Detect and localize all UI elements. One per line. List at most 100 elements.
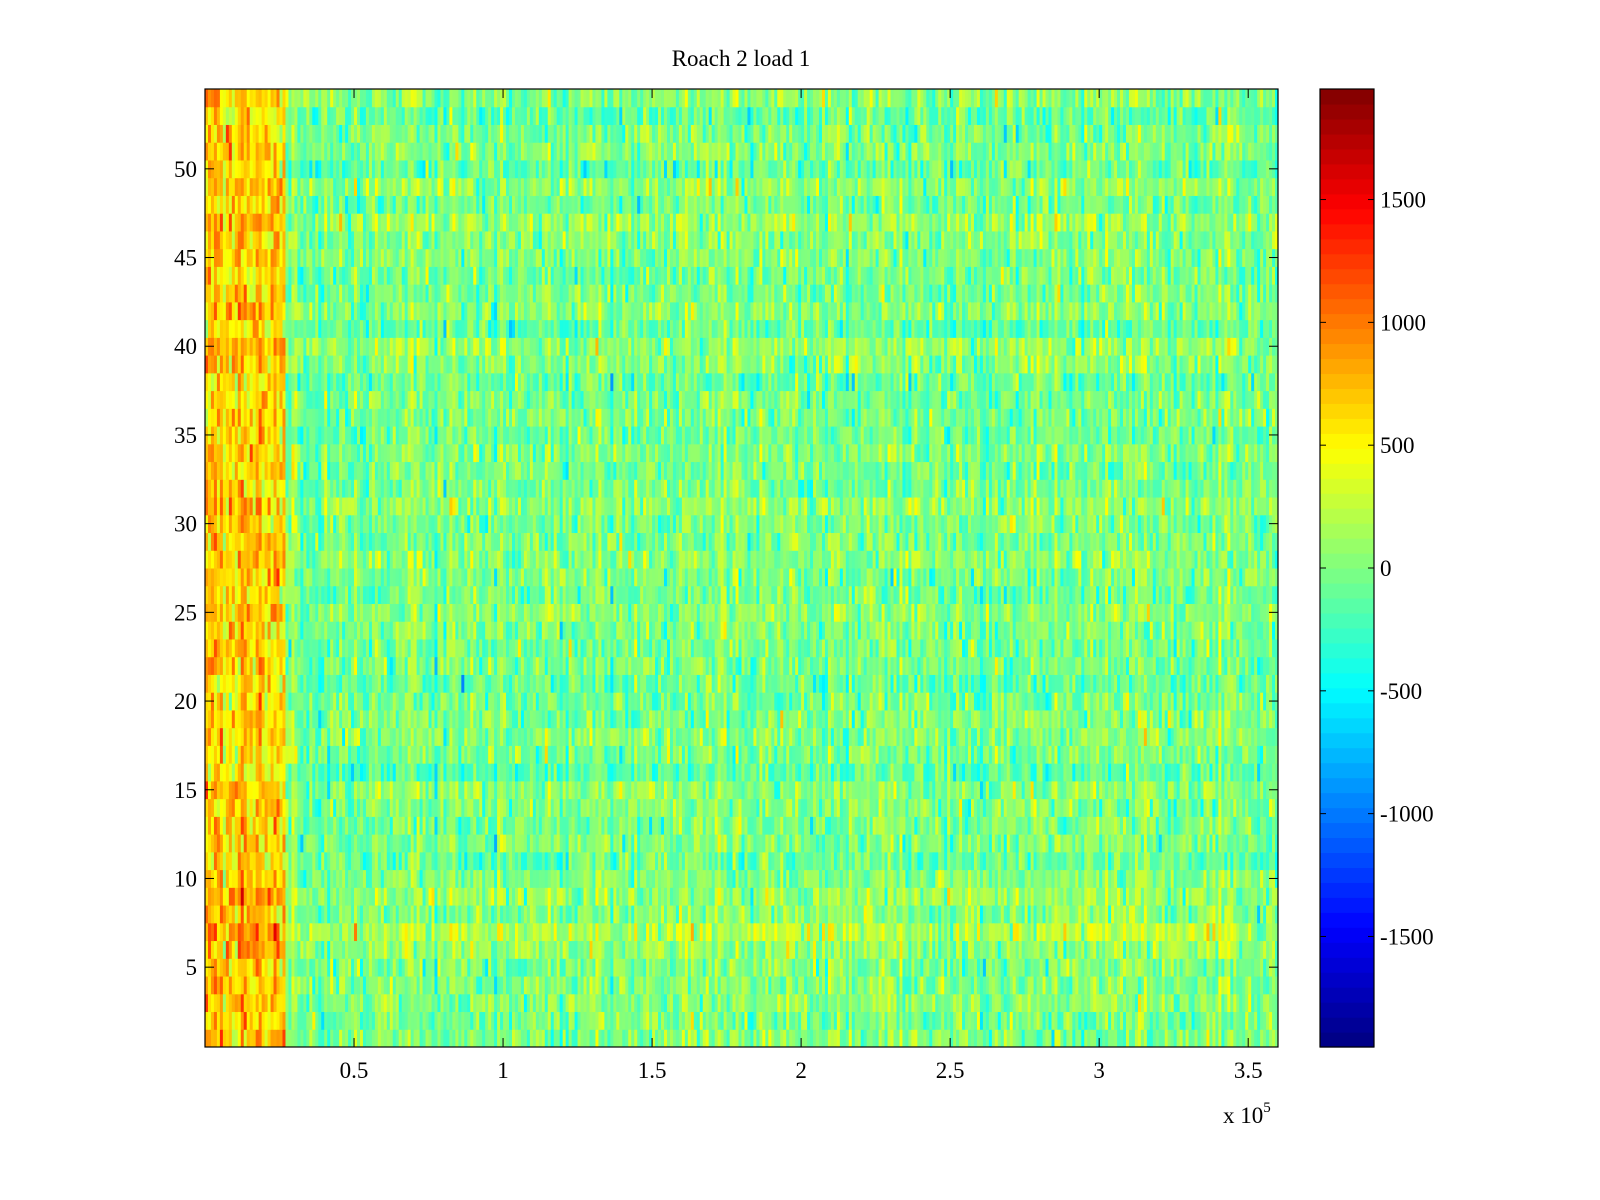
heatmap-cell [1158, 940, 1163, 959]
heatmap-cell [327, 816, 331, 835]
heatmap-cell [336, 1029, 340, 1048]
heatmap-cell [1239, 1011, 1243, 1030]
heatmap-cell [1120, 922, 1124, 942]
heatmap-cell [887, 798, 892, 817]
heatmap-cell [708, 798, 713, 817]
heatmap-cell [1006, 834, 1011, 853]
heatmap-cell [568, 905, 573, 924]
heatmap-cell [911, 887, 915, 906]
heatmap-cell [976, 958, 981, 977]
heatmap-cell [616, 887, 620, 906]
heatmap-cell [228, 976, 233, 995]
heatmap-cell [640, 869, 644, 888]
heatmap-cell [1230, 976, 1234, 995]
heatmap-cell [494, 905, 498, 924]
heatmap-cell [267, 834, 272, 853]
heatmap-cell [681, 851, 686, 871]
heatmap-cell [1224, 1029, 1228, 1048]
heatmap-cell [386, 1029, 391, 1048]
heatmap-cell [497, 851, 501, 871]
heatmap-cell [652, 851, 656, 871]
heatmap-cell [234, 976, 239, 995]
heatmap-cell [315, 1011, 319, 1030]
heatmap-cell [1131, 834, 1136, 853]
heatmap-cell [908, 834, 912, 853]
heatmap-cell [282, 922, 286, 942]
heatmap-cell [279, 834, 283, 853]
heatmap-cell [1078, 940, 1082, 959]
heatmap-cell [467, 958, 471, 977]
heatmap-cell [228, 993, 233, 1013]
heatmap-cell [979, 1011, 984, 1030]
heatmap-cell [246, 798, 251, 817]
heatmap-cell [458, 869, 462, 888]
heatmap-cell [690, 940, 695, 959]
heatmap-cell [1179, 1029, 1184, 1048]
heatmap-cell [813, 869, 817, 888]
heatmap-cell [273, 1029, 278, 1048]
heatmap-cell [664, 834, 668, 853]
heatmap-cell [371, 1029, 376, 1048]
heatmap-cell [512, 958, 516, 977]
heatmap-cell [213, 1011, 218, 1030]
heatmap-cell [1176, 887, 1181, 906]
heatmap-cell [207, 993, 212, 1013]
heatmap-cell [568, 976, 573, 995]
heatmap-cell [1167, 834, 1172, 853]
heatmap-cell [1114, 958, 1118, 977]
heatmap-cell [541, 816, 546, 835]
heatmap-cell [1272, 905, 1276, 924]
heatmap-cell [574, 940, 579, 959]
heatmap-cell [899, 834, 903, 853]
heatmap-cell [1024, 1029, 1029, 1048]
heatmap-cell [878, 798, 883, 817]
heatmap-cell [1215, 834, 1219, 853]
heatmap-cell [726, 887, 731, 906]
heatmap-cell [1200, 834, 1204, 853]
heatmap-cell [985, 1029, 990, 1048]
heatmap-cell [318, 1029, 322, 1048]
heatmap-cell [750, 798, 754, 817]
heatmap-cell [1146, 940, 1151, 959]
heatmap-cell [1242, 922, 1246, 942]
heatmap-cell [818, 993, 823, 1013]
heatmap-cell [610, 869, 614, 888]
heatmap-cell [348, 1011, 352, 1030]
heatmap-cell [255, 940, 260, 959]
heatmap-cell [1117, 993, 1121, 1013]
heatmap-cell [982, 1029, 987, 1048]
heatmap-cell [997, 869, 1002, 888]
heatmap-cell [1042, 851, 1047, 871]
heatmap-cell [723, 958, 728, 977]
heatmap-cell [872, 869, 877, 888]
heatmap-cell [270, 940, 275, 959]
heatmap-cell [777, 887, 781, 906]
heatmap-cell [836, 869, 841, 888]
heatmap-cell [714, 993, 719, 1013]
heatmap-cell [389, 1011, 394, 1030]
heatmap-cell [506, 834, 510, 853]
heatmap-cell [237, 1029, 242, 1048]
heatmap-cell [1051, 958, 1055, 977]
heatmap-cell [1072, 958, 1076, 977]
heatmap-cell [631, 798, 635, 817]
heatmap-cell [1260, 869, 1264, 888]
heatmap-cell [1009, 869, 1014, 888]
heatmap-cell [902, 976, 906, 995]
heatmap-cell [827, 922, 832, 942]
heatmap-cell [1087, 869, 1091, 888]
heatmap-cell [398, 869, 403, 888]
heatmap-cell [568, 922, 573, 942]
heatmap-cell [947, 869, 951, 888]
heatmap-cell [258, 816, 263, 835]
heatmap-cell [324, 851, 328, 871]
heatmap-cell [1036, 887, 1041, 906]
heatmap-cell [237, 976, 242, 995]
heatmap-cell [1102, 940, 1106, 959]
heatmap-cell [359, 958, 364, 977]
heatmap-cell [556, 798, 561, 817]
heatmap-cell [696, 816, 701, 835]
heatmap-cell [1251, 887, 1255, 906]
heatmap-cell [741, 905, 745, 924]
heatmap-cell [503, 1029, 507, 1048]
